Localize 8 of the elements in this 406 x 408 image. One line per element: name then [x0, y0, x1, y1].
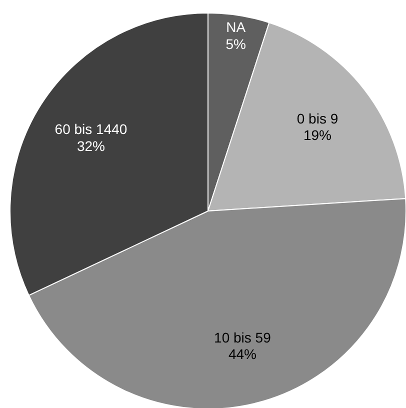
slice-label: 60 bis 1440: [54, 120, 128, 137]
slice-label: 10 bis 59: [214, 329, 272, 346]
slice-label: 0 bis 9: [296, 110, 338, 126]
data-label: 19%: [304, 127, 332, 144]
slice-label: NA: [226, 19, 246, 36]
data-label: 44%: [228, 346, 256, 362]
data-label: 5%: [226, 36, 246, 52]
data-label: 32%: [76, 138, 105, 154]
